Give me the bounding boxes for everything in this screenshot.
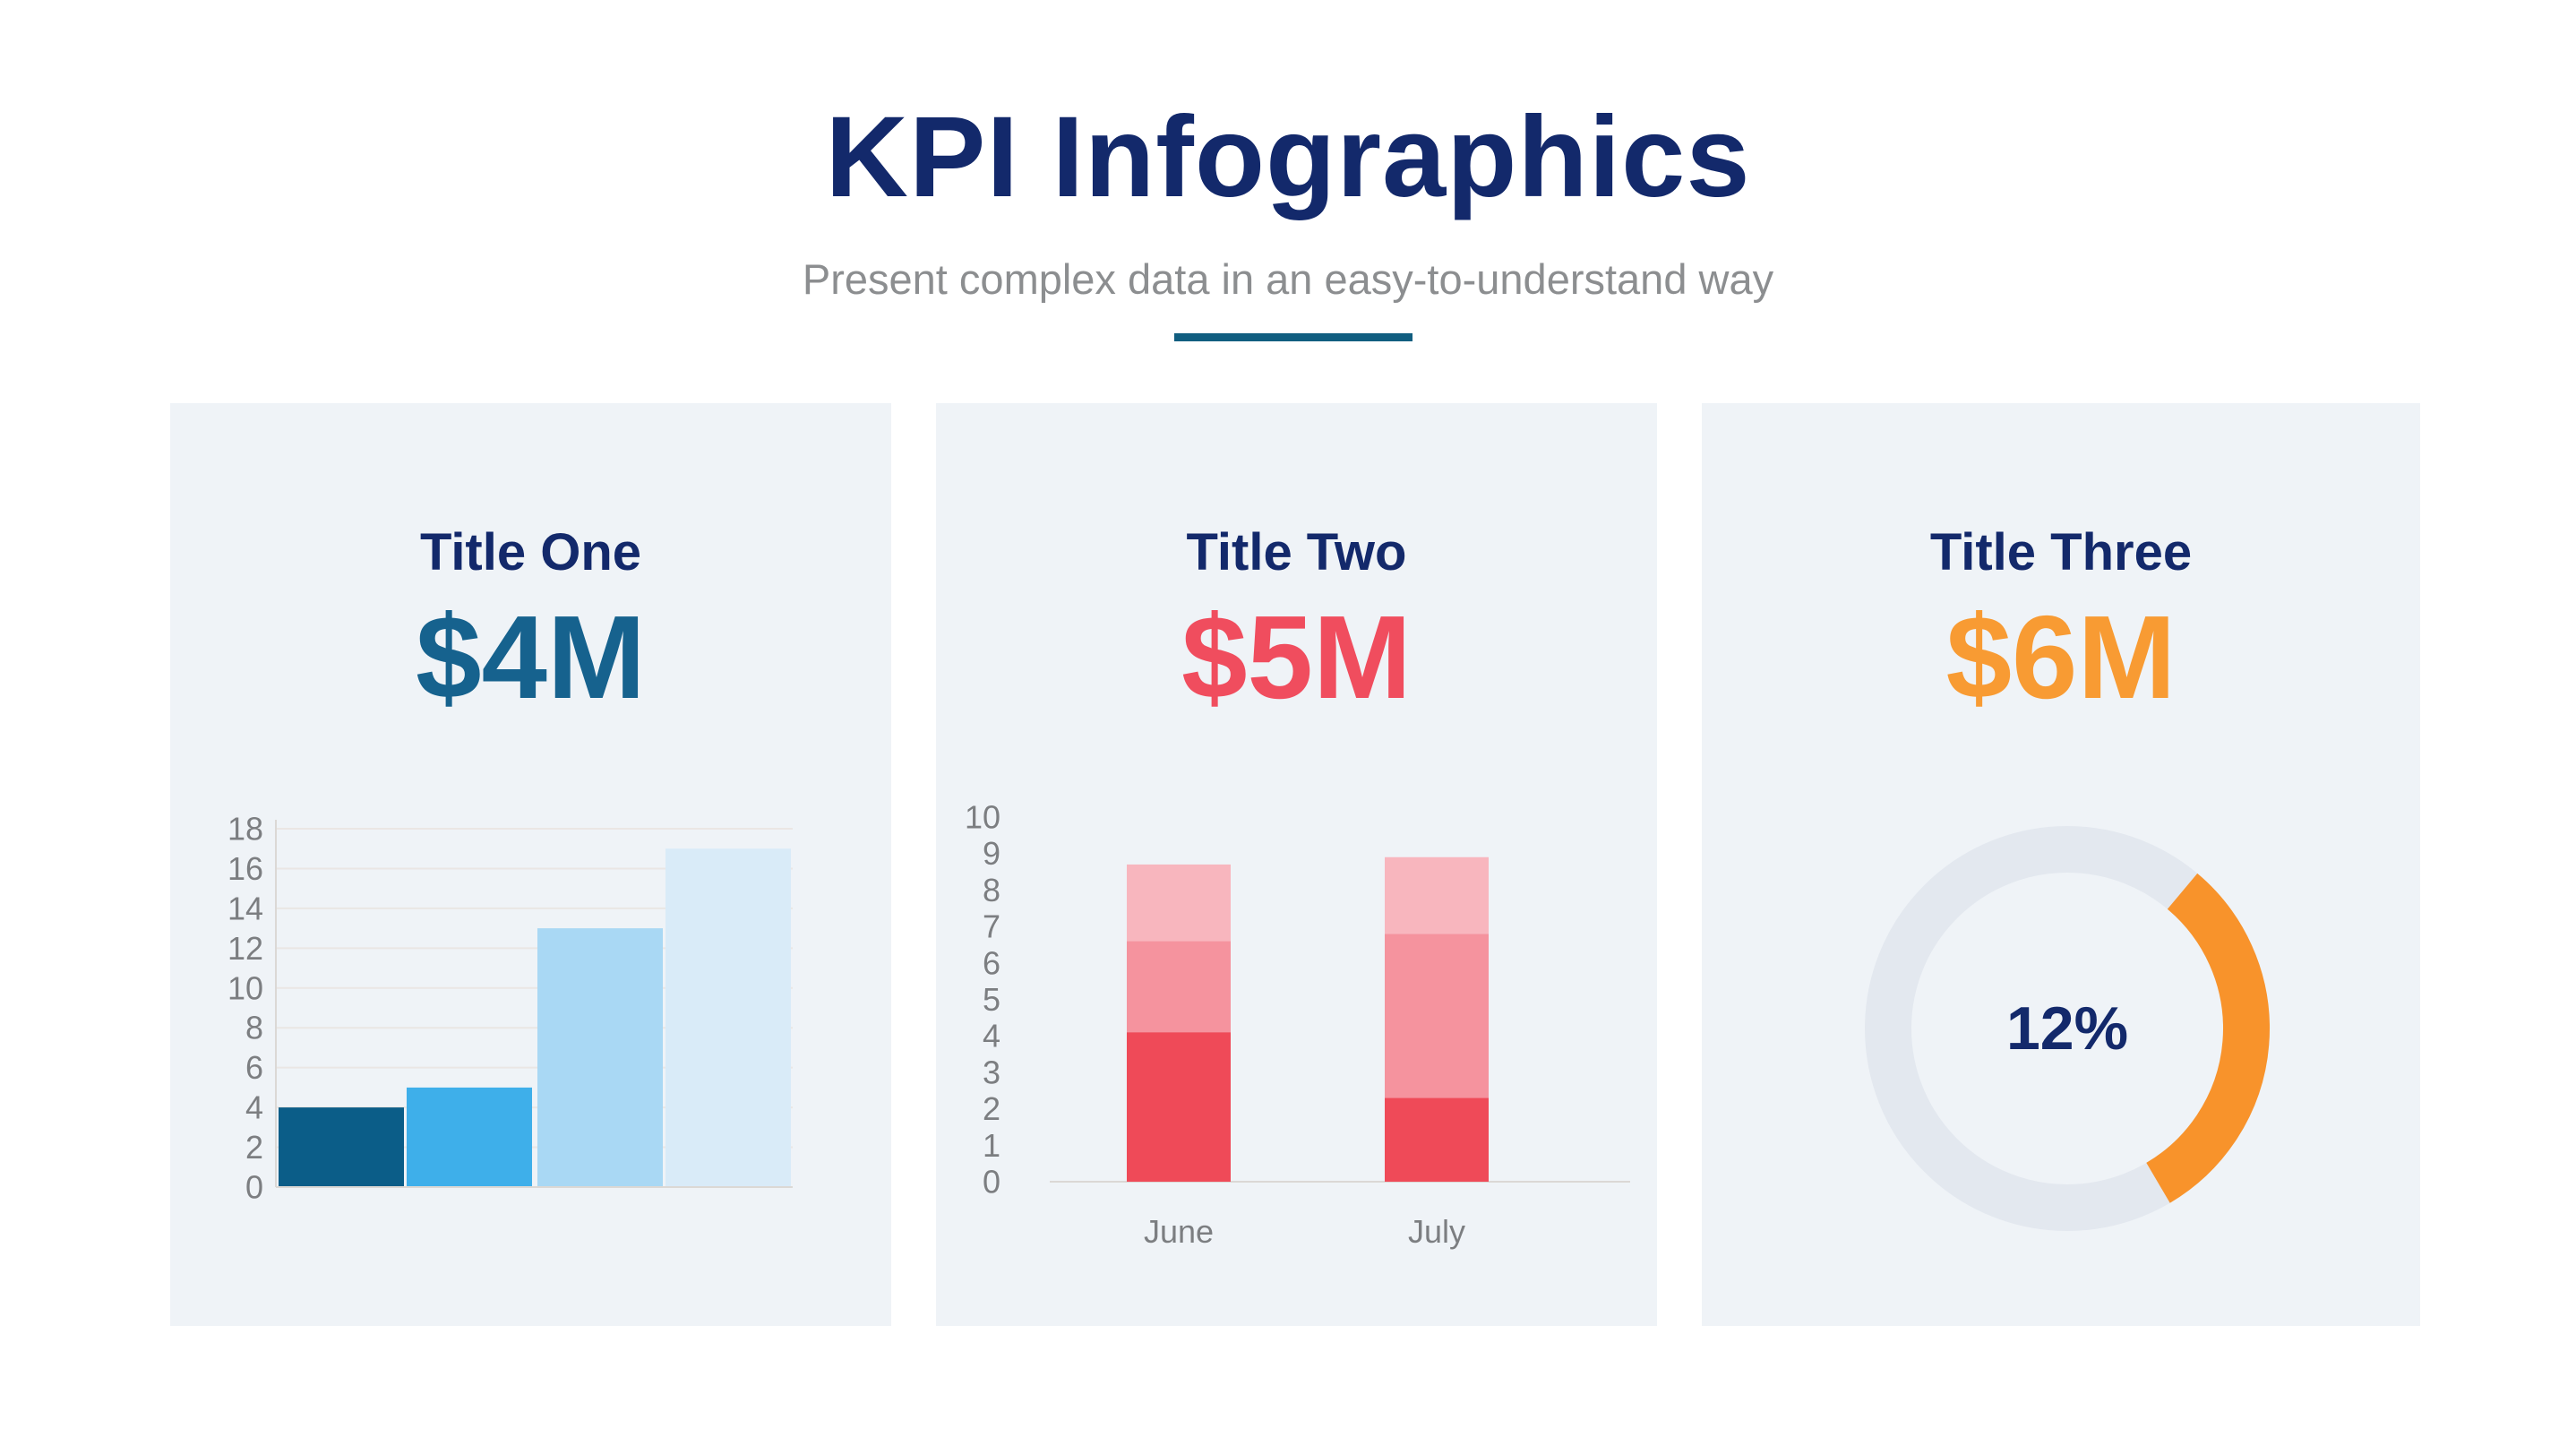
svg-text:July: July	[1408, 1213, 1465, 1250]
svg-text:2: 2	[245, 1129, 263, 1166]
svg-text:0: 0	[245, 1169, 263, 1206]
svg-text:5: 5	[983, 981, 1000, 1018]
svg-text:14: 14	[228, 890, 263, 926]
svg-text:4: 4	[983, 1018, 1000, 1054]
card-one-title: Title One	[419, 523, 642, 581]
card-two-title: Title Two	[1186, 523, 1407, 581]
svg-text:12: 12	[228, 930, 263, 967]
svg-text:10: 10	[228, 969, 263, 1006]
kpi-card-two: Title Two $5M 0 1 2 3 4 5 6 7 8 9 10 June July	[936, 403, 1657, 1326]
svg-text:1: 1	[983, 1127, 1000, 1164]
page-subtitle: Present complex data in an easy-to-under…	[802, 255, 1774, 303]
donut-chart: 12%	[1865, 826, 2270, 1231]
page-title: KPI Infographics	[825, 93, 1751, 221]
card-two-value: $5M	[1181, 591, 1412, 723]
svg-text:8: 8	[245, 1010, 263, 1046]
svg-text:3: 3	[983, 1054, 1000, 1090]
svg-text:18: 18	[228, 811, 263, 848]
svg-text:2: 2	[983, 1090, 1000, 1127]
kpi-card-one: Title One $4M 0 2 4 6 8 10 12 14 16 18	[170, 403, 891, 1326]
card-three-value: $6M	[1945, 591, 2177, 723]
svg-text:6: 6	[983, 944, 1000, 981]
svg-text:8: 8	[983, 872, 1000, 908]
svg-text:12%: 12%	[2006, 994, 2128, 1063]
svg-text:7: 7	[983, 908, 1000, 945]
svg-text:10: 10	[965, 802, 1000, 836]
svg-text:June: June	[1144, 1213, 1214, 1250]
card-one-value: $4M	[416, 591, 646, 723]
svg-text:16: 16	[228, 850, 263, 887]
svg-text:0: 0	[983, 1164, 1000, 1201]
svg-text:4: 4	[245, 1089, 263, 1126]
title-underline-bar	[1174, 333, 1413, 341]
svg-text:6: 6	[245, 1049, 263, 1086]
svg-text:9: 9	[983, 835, 1000, 872]
kpi-card-three: Title Three $6M 12%	[1702, 403, 2420, 1326]
card-three-title: Title Three	[1929, 523, 2193, 581]
